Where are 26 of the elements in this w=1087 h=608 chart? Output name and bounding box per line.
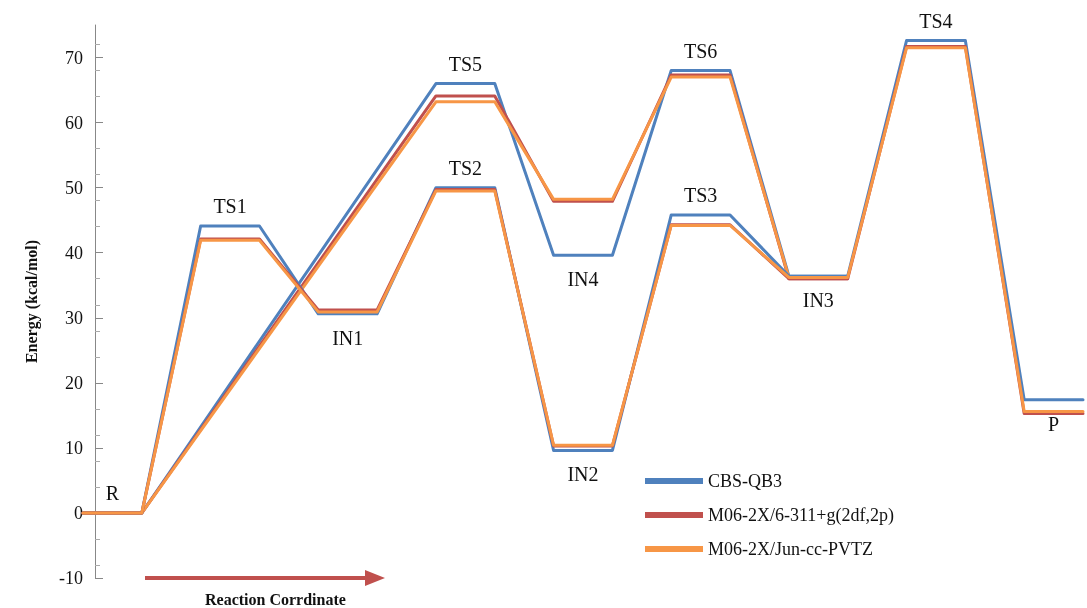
data-label: TS3	[683, 183, 718, 206]
y-tick-label: 60	[65, 112, 83, 133]
y-tick-label: 0	[74, 502, 83, 523]
data-label: IN1	[332, 326, 364, 349]
y-tick-label: 20	[65, 372, 83, 393]
data-label: TS4	[919, 9, 953, 32]
data-label: IN3	[802, 289, 834, 312]
legend-label: M06-2X/6-311+g(2df,2p)	[708, 505, 894, 526]
y-tick-label: 30	[65, 307, 83, 328]
y-axis-title: Energy (kcal/mol)	[22, 239, 41, 364]
legend-label: CBS-QB3	[708, 471, 783, 491]
data-label: R	[105, 481, 120, 504]
data-label: IN4	[567, 268, 599, 291]
x-axis-title: Reaction Corrdinate	[205, 590, 346, 608]
legend-label: M06-2X/Jun-cc-PVTZ	[708, 539, 873, 559]
y-tick-label: 40	[65, 242, 83, 263]
data-label: TS6	[683, 39, 718, 62]
data-label: TS2	[448, 156, 483, 179]
y-tick-label: 50	[65, 177, 83, 198]
data-label: TS1	[213, 195, 247, 218]
y-tick-label: 70	[65, 47, 83, 68]
data-label: P	[1048, 412, 1060, 435]
data-label: IN2	[567, 463, 599, 486]
y-tick-label: 10	[65, 437, 83, 458]
data-label: TS5	[448, 52, 483, 75]
y-tick-label: -10	[59, 568, 83, 588]
